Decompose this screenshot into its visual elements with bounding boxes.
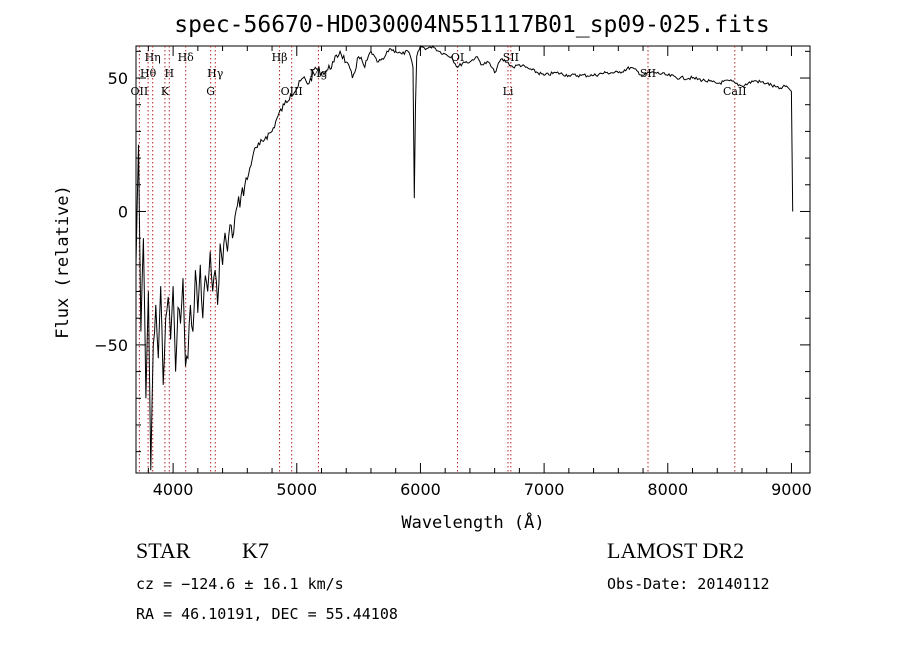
coordinates-line: RA = 46.10191, DEC = 55.44108 [136, 605, 398, 623]
line-label-CaII: CaII [723, 85, 747, 98]
line-label-SII: SII [640, 67, 656, 80]
line-label-H: H [164, 67, 174, 80]
x-tick-label: 7000 [524, 480, 565, 499]
axis-ticks: 4000 5000 6000 7000 8000 9000 −50 0 50 [94, 46, 812, 499]
line-label-OII: OII [130, 85, 148, 98]
x-tick-label: 9000 [771, 480, 812, 499]
y-tick-label: 0 [118, 202, 128, 221]
line-label-Li: Li [503, 85, 514, 98]
line-label-Hγ: Hγ [207, 67, 224, 80]
y-tick-label: 50 [108, 69, 128, 88]
y-axis-label: Flux (relative) [53, 185, 73, 339]
x-tick-label: 8000 [647, 480, 688, 499]
x-tick-label: 4000 [153, 480, 194, 499]
line-label-G: G [206, 85, 215, 98]
line-label-Hδ: Hδ [178, 51, 195, 64]
x-axis-label: Wavelength (Å) [401, 511, 544, 533]
y-tick-label: −50 [94, 336, 128, 355]
survey-name: LAMOST DR2 [607, 538, 744, 563]
line-label-OI: OI [451, 51, 464, 64]
line-label-Hη: Hη [145, 51, 161, 64]
redshift-line: cz = −124.6 ± 16.1 km/s [136, 575, 344, 593]
spectral-subclass: K7 [242, 538, 269, 563]
line-label-K: K [161, 85, 170, 98]
chart-title: spec-56670-HD030004N551117B01_sp09-025.f… [174, 12, 769, 38]
spectrum-line [135, 45, 794, 471]
plot-frame [135, 45, 811, 474]
x-tick-label: 5000 [276, 480, 317, 499]
x-tick-label: 6000 [400, 480, 441, 499]
line-label-SII: SII [503, 51, 519, 64]
object-class: STAR [136, 538, 191, 563]
line-label-Mg: Mg [309, 67, 327, 80]
obs-date: Obs-Date: 20140112 [607, 575, 770, 593]
line-label-Hβ: Hβ [272, 51, 288, 64]
